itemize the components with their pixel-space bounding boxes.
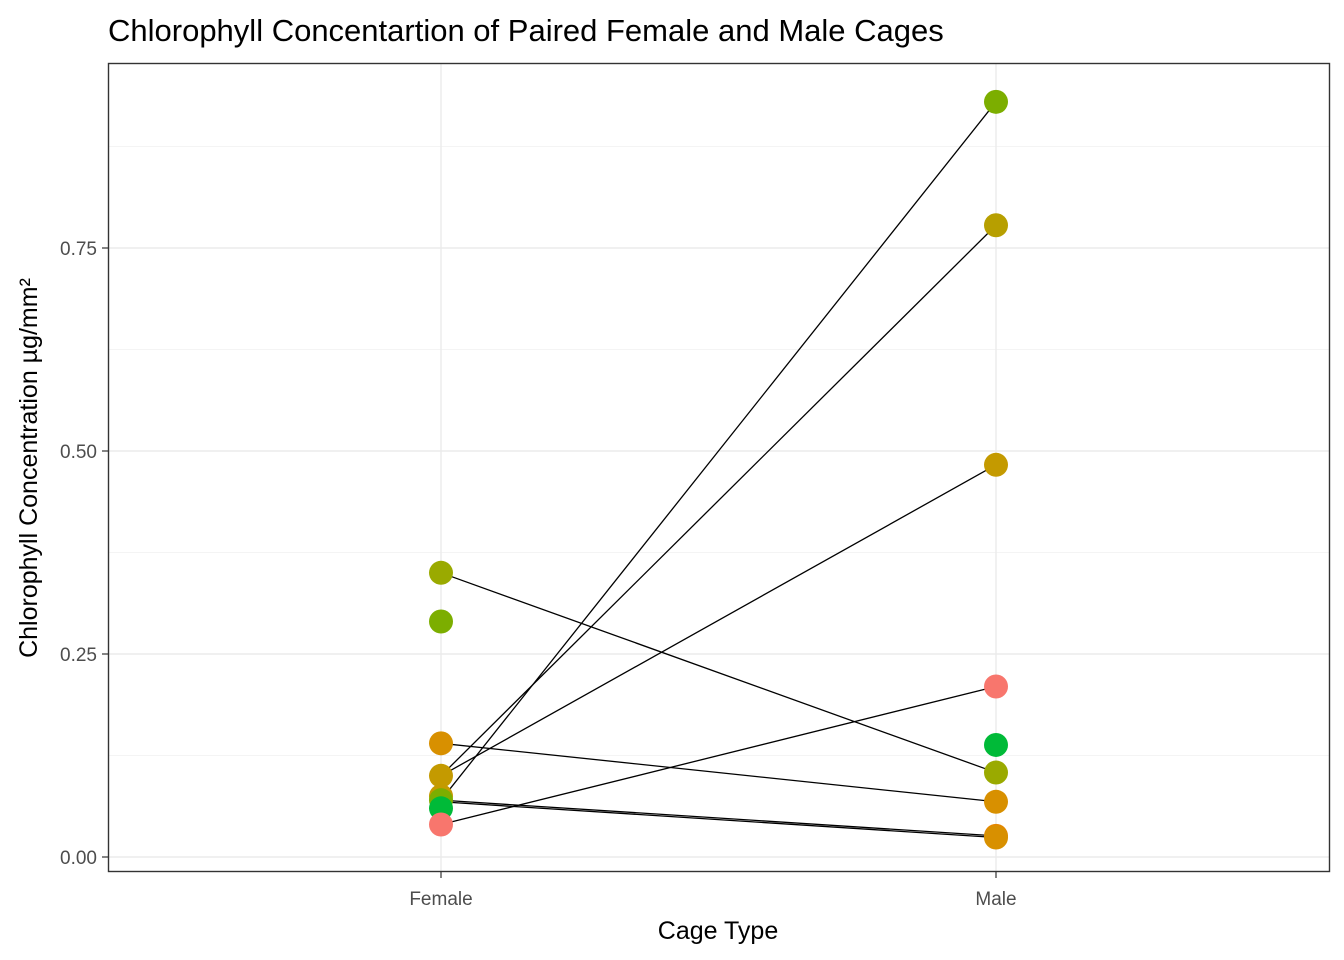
pair-line <box>440 572 997 774</box>
y-tick-label: 0.00 <box>60 848 97 869</box>
panel-border <box>107 62 1331 873</box>
pair-line <box>440 464 997 777</box>
data-point <box>984 760 1008 785</box>
pair-line <box>440 799 997 837</box>
grid <box>108 63 1330 872</box>
data-points <box>429 89 1008 850</box>
data-point <box>984 732 1008 757</box>
data-point <box>984 89 1008 114</box>
y-tick-label: 0.75 <box>60 239 97 260</box>
y-axis-title: Chlorophyll Concentration µg/mm² <box>15 278 43 658</box>
pair-line <box>440 801 997 839</box>
pair-lines <box>440 101 997 839</box>
y-axis: 0.00 0.25 0.50 0.75 <box>60 239 108 869</box>
y-tick-label: 0.25 <box>60 645 97 666</box>
pair-line <box>440 742 997 803</box>
x-axis: Female Male <box>409 872 1017 910</box>
data-point <box>429 812 453 837</box>
x-tick-label: Female <box>409 889 472 910</box>
x-tick-label: Male <box>975 889 1016 910</box>
data-point <box>984 789 1008 814</box>
x-axis-title: Cage Type <box>658 917 778 945</box>
data-point <box>429 763 453 788</box>
chart-title: Chlorophyll Concentartion of Paired Fema… <box>108 13 944 48</box>
data-point <box>984 213 1008 238</box>
data-point <box>984 452 1008 477</box>
y-tick-label: 0.50 <box>60 442 97 463</box>
data-point <box>984 825 1008 850</box>
data-point <box>984 674 1008 699</box>
data-point <box>429 731 453 756</box>
data-point <box>429 609 453 634</box>
pair-line <box>440 224 997 777</box>
data-point <box>429 560 453 585</box>
pair-line <box>440 685 997 826</box>
